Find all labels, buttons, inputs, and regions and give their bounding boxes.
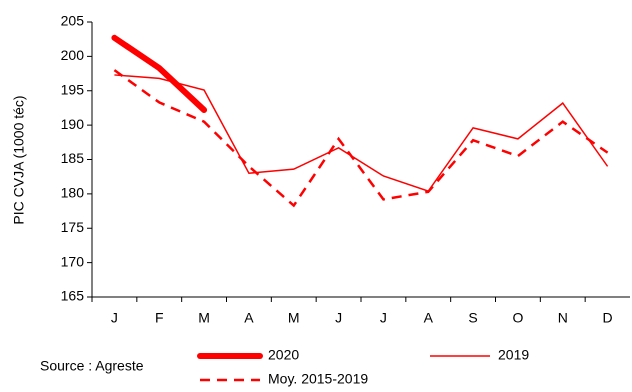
legend-label: 2020: [268, 347, 299, 363]
x-tick-label: A: [424, 310, 434, 326]
y-tick-label: 175: [61, 219, 85, 235]
x-tick-label: J: [335, 310, 342, 326]
line-series: [114, 74, 609, 193]
y-tick-label: 205: [61, 13, 85, 29]
x-tick-label: N: [558, 310, 568, 326]
y-tick-label: 180: [61, 185, 85, 201]
x-tick-label: M: [288, 310, 300, 326]
x-tick-label: O: [512, 310, 523, 326]
x-tick-label: S: [468, 310, 477, 326]
x-tick-label: F: [155, 310, 164, 326]
y-axis-label: PIC CVJA (1000 téc): [11, 95, 27, 224]
x-tick-label: A: [244, 310, 254, 326]
source: Source : Agreste: [40, 358, 144, 374]
line-series: [111, 34, 208, 113]
legend-label: 2019: [498, 347, 529, 363]
y-tick-label: 195: [61, 81, 85, 97]
x-tick-label: J: [111, 310, 118, 326]
x-tick-label: D: [603, 310, 613, 326]
y-tick-label: 185: [61, 150, 85, 166]
y-tick-label: 200: [61, 47, 85, 63]
legend-label: Moy. 2015-2019: [268, 371, 368, 387]
x-tick-label: J: [380, 310, 387, 326]
line-series: [113, 69, 609, 208]
y-tick-label: 190: [61, 116, 85, 132]
y-tick-label: 170: [61, 253, 85, 269]
y-tick-label: 165: [61, 288, 85, 304]
x-tick-label: M: [198, 310, 210, 326]
